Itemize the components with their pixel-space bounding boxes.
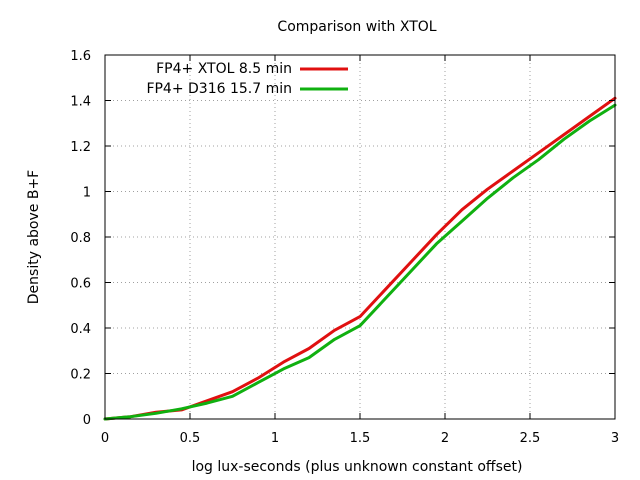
y-tick-label: 1.6	[70, 49, 91, 64]
y-tick-label: 0.4	[70, 322, 91, 337]
y-tick-label: 1.2	[70, 140, 91, 155]
y-tick-label: 1.4	[70, 95, 91, 110]
x-axis-label: log lux-seconds (plus unknown constant o…	[192, 459, 523, 475]
x-tick-label: 1.5	[350, 431, 371, 446]
x-tick-label: 1	[271, 431, 279, 446]
chart-title: Comparison with XTOL	[277, 19, 436, 35]
axis-ticks: 0 0.5 1 1.5 2 2.5 3 0 0.2 0.4 0.6 0.8 1 1.2 1.4 1.6	[70, 49, 619, 446]
y-axis-label: Density above B+F	[26, 170, 42, 304]
y-tick-label: 0.2	[70, 368, 91, 383]
legend-label-d316: FP4+ D316 15.7 min	[146, 81, 292, 97]
series-line-d316	[103, 103, 617, 421]
y-tick-label: 0.8	[70, 231, 91, 246]
grid	[105, 55, 615, 419]
y-tick-label: 0	[83, 413, 91, 428]
x-tick-label: 2.5	[520, 431, 541, 446]
y-tick-label: 1	[83, 186, 91, 201]
legend-label-xtol: FP4+ XTOL 8.5 min	[156, 61, 292, 77]
x-tick-label: 0	[101, 431, 109, 446]
x-tick-label: 2	[441, 431, 449, 446]
x-tick-label: 3	[611, 431, 619, 446]
legend: FP4+ XTOL 8.5 min FP4+ D316 15.7 min	[146, 61, 348, 97]
plot-series	[103, 96, 617, 421]
y-tick-label: 0.6	[70, 277, 91, 292]
x-tick-label: 0.5	[180, 431, 201, 446]
